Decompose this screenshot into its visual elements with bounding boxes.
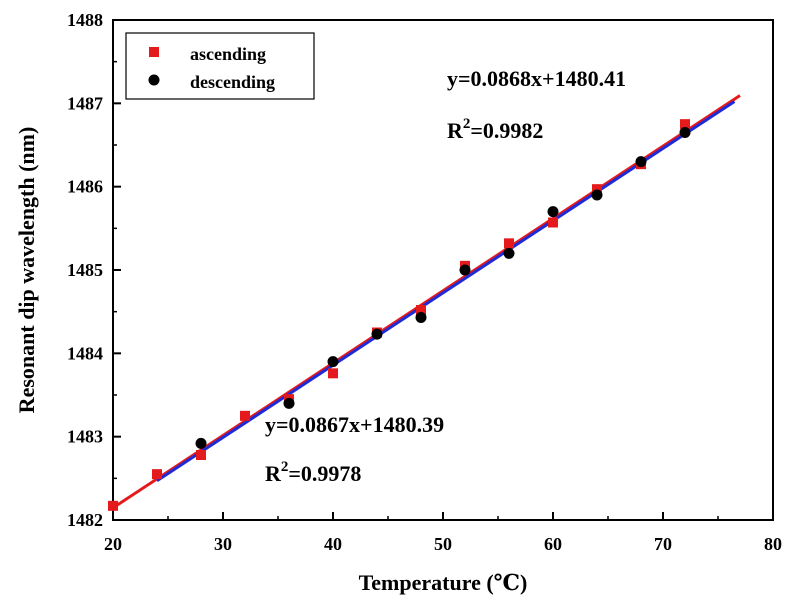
y-axis-title: Resonant dip wavelength (nm) [14,127,39,414]
descending-fit-equation: y=0.0867x+1480.39 [265,412,444,437]
x-tick-label: 70 [654,534,672,554]
data-point-descending [547,206,559,218]
data-point-ascending [240,410,250,421]
ascending-fit-r2: R2=0.9982 [447,116,543,143]
data-point-descending [327,356,339,368]
data-point-ascending [680,119,690,130]
descending-fit-r2: R2=0.9978 [265,459,361,486]
legend: ascending descending [125,32,315,100]
x-tick-label: 50 [434,534,452,554]
fit-line-ascending [112,94,741,510]
data-points [108,119,691,511]
ascending-fit-equation: y=0.0868x+1480.41 [447,66,626,91]
y-tick-label: 1488 [67,10,103,30]
x-tick-label: 60 [544,534,562,554]
x-tick-label: 20 [104,534,122,554]
legend-label-descending: descending [190,72,275,92]
data-point-ascending [328,368,338,379]
data-point-descending [371,328,383,340]
y-tick-label: 1482 [67,510,103,530]
data-point-descending [503,247,515,259]
data-point-descending [283,397,295,409]
data-point-descending [415,312,427,323]
data-point-descending [591,189,603,201]
y-tick-label: 1484 [67,343,103,363]
legend-marker-ascending [149,47,159,57]
data-point-descending [635,156,647,168]
y-tick-label: 1485 [67,260,103,280]
x-axis-title: Temperature (℃) [359,570,528,595]
x-tick-label: 40 [324,534,342,554]
data-point-ascending [108,500,118,511]
x-tick-label: 30 [214,534,232,554]
x-tick-label: 80 [764,534,782,554]
data-point-ascending [152,469,162,480]
data-point-ascending [592,184,602,195]
legend-box [125,32,315,100]
data-point-descending [459,264,471,276]
legend-marker-descending [148,74,160,86]
data-point-descending [195,437,207,449]
y-tick-label: 1483 [67,427,103,447]
data-point-ascending [416,305,426,315]
data-point-ascending [504,238,514,249]
y-tick-label: 1486 [67,177,103,197]
data-point-ascending [196,450,206,460]
y-tick-label: 1487 [67,93,103,113]
data-point-descending [679,127,691,138]
legend-label-ascending: ascending [190,44,266,64]
axis-ticks: 20 30 40 50 60 70 80 1482 1483 1484 1485 1486 1487 14… [67,10,782,554]
data-point-ascending [548,217,558,228]
